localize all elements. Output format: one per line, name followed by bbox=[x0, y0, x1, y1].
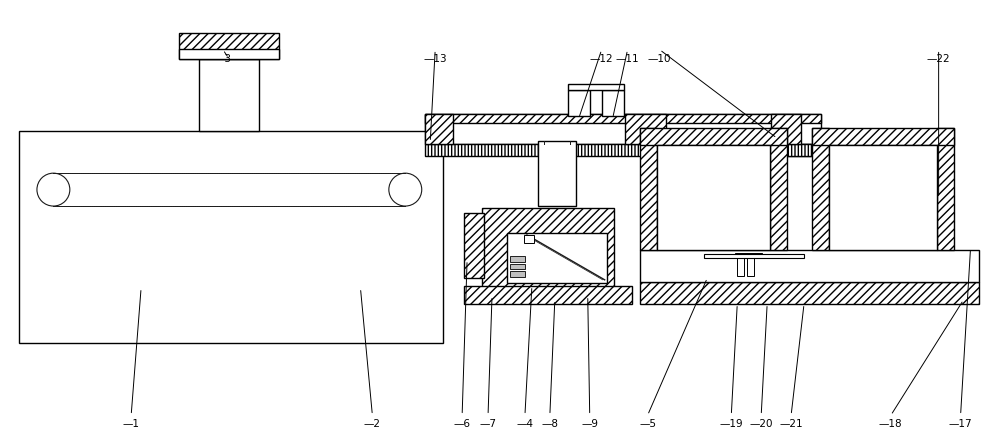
Text: —19: —19 bbox=[719, 419, 743, 429]
Bar bbox=[640, 282, 979, 304]
Text: —12: —12 bbox=[590, 53, 613, 64]
Bar bbox=[464, 286, 632, 304]
Bar bbox=[425, 114, 821, 144]
Bar bbox=[735, 254, 762, 257]
Bar bbox=[464, 213, 484, 278]
Bar bbox=[625, 114, 666, 144]
Text: —22: —22 bbox=[927, 53, 950, 64]
Bar bbox=[425, 114, 821, 123]
Bar bbox=[640, 128, 787, 145]
Text: —2: —2 bbox=[364, 419, 381, 429]
Text: —8: —8 bbox=[541, 419, 558, 429]
Bar bbox=[771, 114, 801, 144]
Text: —21: —21 bbox=[779, 419, 803, 429]
Text: —18: —18 bbox=[879, 419, 903, 429]
Bar bbox=[602, 90, 624, 116]
Text: —1: —1 bbox=[123, 419, 140, 429]
Bar bbox=[179, 49, 279, 59]
Bar bbox=[425, 144, 821, 156]
Text: —7: —7 bbox=[480, 419, 497, 429]
Bar bbox=[747, 257, 754, 276]
Text: —17: —17 bbox=[949, 419, 972, 429]
Bar bbox=[19, 131, 443, 343]
Text: —13: —13 bbox=[423, 53, 447, 64]
Text: —11: —11 bbox=[616, 53, 639, 64]
Text: —6: —6 bbox=[454, 419, 471, 429]
Bar bbox=[507, 233, 607, 283]
Bar bbox=[770, 128, 787, 250]
Bar bbox=[510, 264, 525, 269]
Bar bbox=[538, 141, 576, 206]
Text: —3: —3 bbox=[214, 53, 231, 64]
Text: —20: —20 bbox=[749, 419, 773, 429]
Bar bbox=[812, 128, 829, 250]
Bar bbox=[829, 145, 937, 250]
Bar bbox=[568, 90, 590, 116]
Bar bbox=[640, 128, 657, 250]
Bar bbox=[510, 256, 525, 262]
Bar bbox=[524, 235, 534, 243]
Bar bbox=[640, 250, 979, 282]
Bar bbox=[510, 271, 525, 277]
Bar bbox=[179, 33, 279, 59]
Bar bbox=[937, 128, 954, 250]
Bar bbox=[737, 257, 744, 276]
Bar bbox=[199, 59, 259, 131]
Bar bbox=[704, 254, 804, 258]
Text: —5: —5 bbox=[639, 419, 656, 429]
Text: —4: —4 bbox=[516, 419, 533, 429]
Bar bbox=[482, 208, 614, 288]
Bar bbox=[771, 144, 811, 156]
Bar bbox=[812, 128, 954, 145]
Text: —9: —9 bbox=[581, 419, 598, 429]
Bar bbox=[425, 114, 453, 144]
Text: —10: —10 bbox=[648, 53, 671, 64]
Bar bbox=[568, 84, 624, 90]
Bar bbox=[657, 145, 770, 250]
